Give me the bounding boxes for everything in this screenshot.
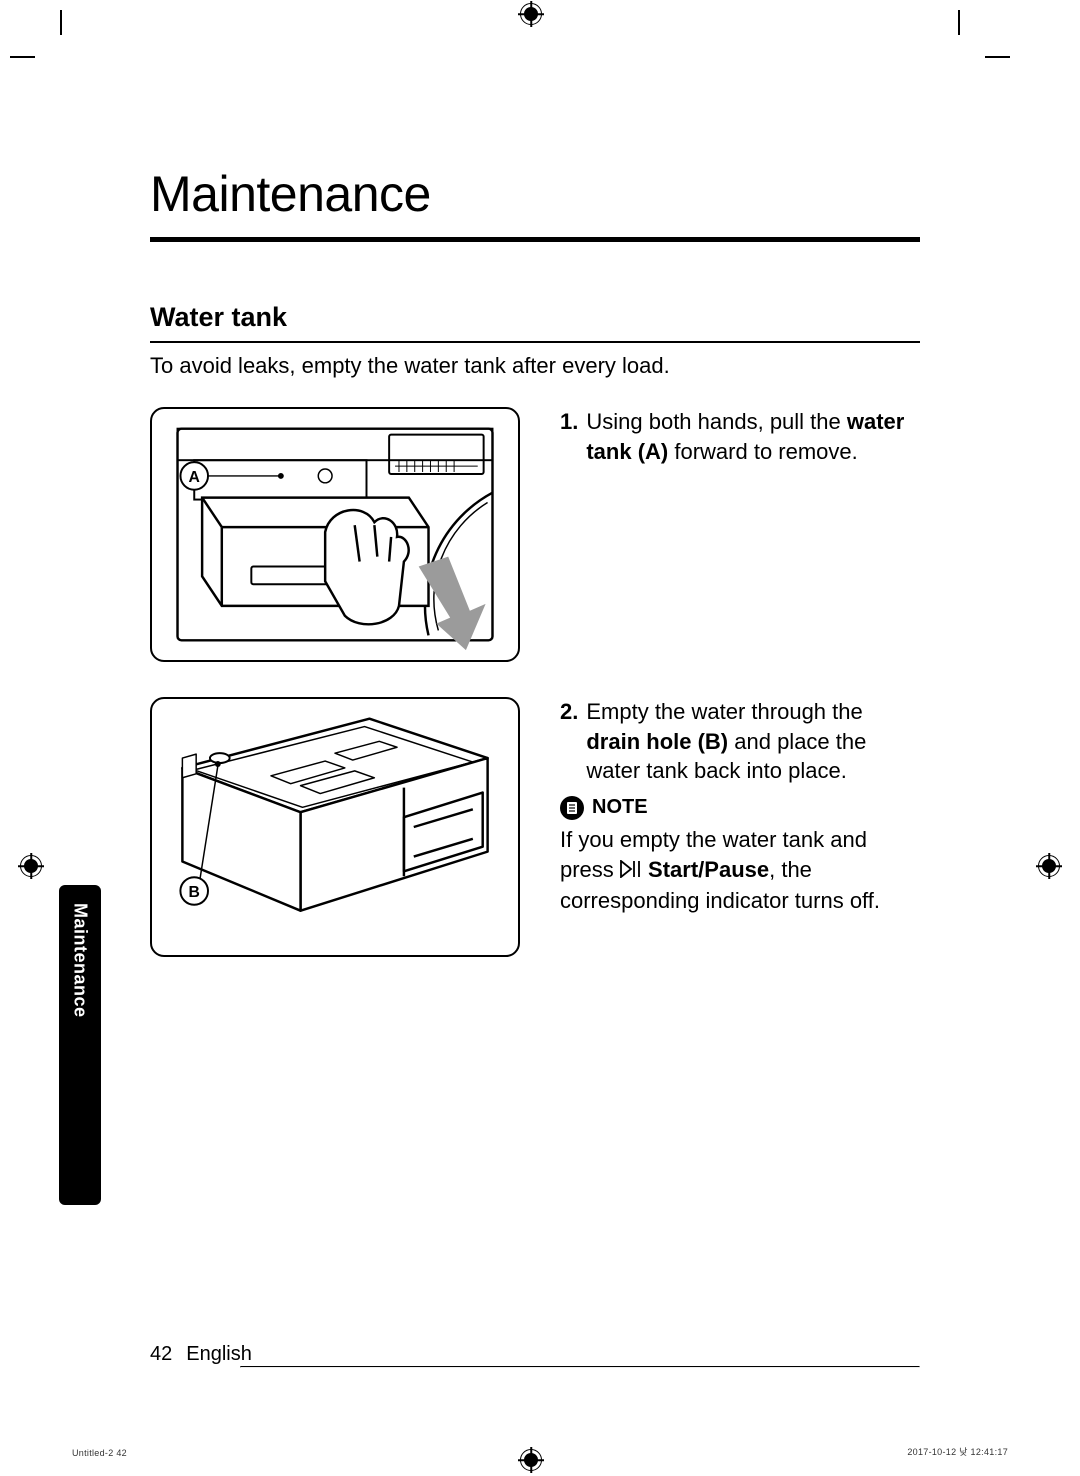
step-1-body: Using both hands, pull the water tank (A… [586,407,920,466]
crop-mark [10,56,35,58]
figure-a-svg: A [150,407,520,662]
step-row-1: A 1. Using both hands, pull the water ta… [150,407,920,667]
crop-mark [985,56,1010,58]
side-tab: Maintenance [59,885,101,1205]
page-title: Maintenance [150,165,920,223]
step-1-number: 1. [560,407,578,466]
section-title: Water tank [150,302,920,333]
figure-a: A [150,407,520,667]
svg-text:A: A [189,469,200,486]
play-pause-icon [620,856,642,886]
crop-mark [60,10,62,35]
step-1-text: 1. Using both hands, pull the water tank… [560,407,920,667]
registration-mark-icon [520,1449,542,1471]
registration-mark-icon [1038,855,1060,877]
step-2-body: Empty the water through the drain hole (… [586,697,920,786]
title-divider [150,237,920,242]
footer-language: English [186,1343,252,1366]
footer-page-number: 42 [150,1343,172,1366]
step-row-2: B 2. Empty the water through the drain h… [150,697,920,962]
registration-mark-icon [520,3,542,25]
print-meta-right: 2017-10-12 낮 12:41:17 [907,1445,1008,1458]
intro-text: To avoid leaks, empty the water tank aft… [150,353,920,379]
figure-b: B [150,697,520,962]
print-meta-left: Untitled-2 42 [72,1448,127,1458]
note-label: NOTE [592,794,648,821]
section-divider [150,341,920,343]
note-body: If you empty the water tank and press St… [560,825,920,915]
svg-text:B: B [189,884,200,901]
figure-b-svg: B [150,697,520,957]
footer-divider [240,1366,920,1368]
step-2-text: 2. Empty the water through the drain hol… [560,697,920,962]
step-2-number: 2. [560,697,578,786]
note-header: NOTE [560,794,920,821]
page-footer: 42 English [150,1343,920,1366]
registration-mark-icon [20,855,42,877]
side-tab-label: Maintenance [70,903,91,1018]
crop-mark [958,10,960,35]
note-icon [560,796,584,820]
page-content: Maintenance Water tank To avoid leaks, e… [150,165,920,992]
